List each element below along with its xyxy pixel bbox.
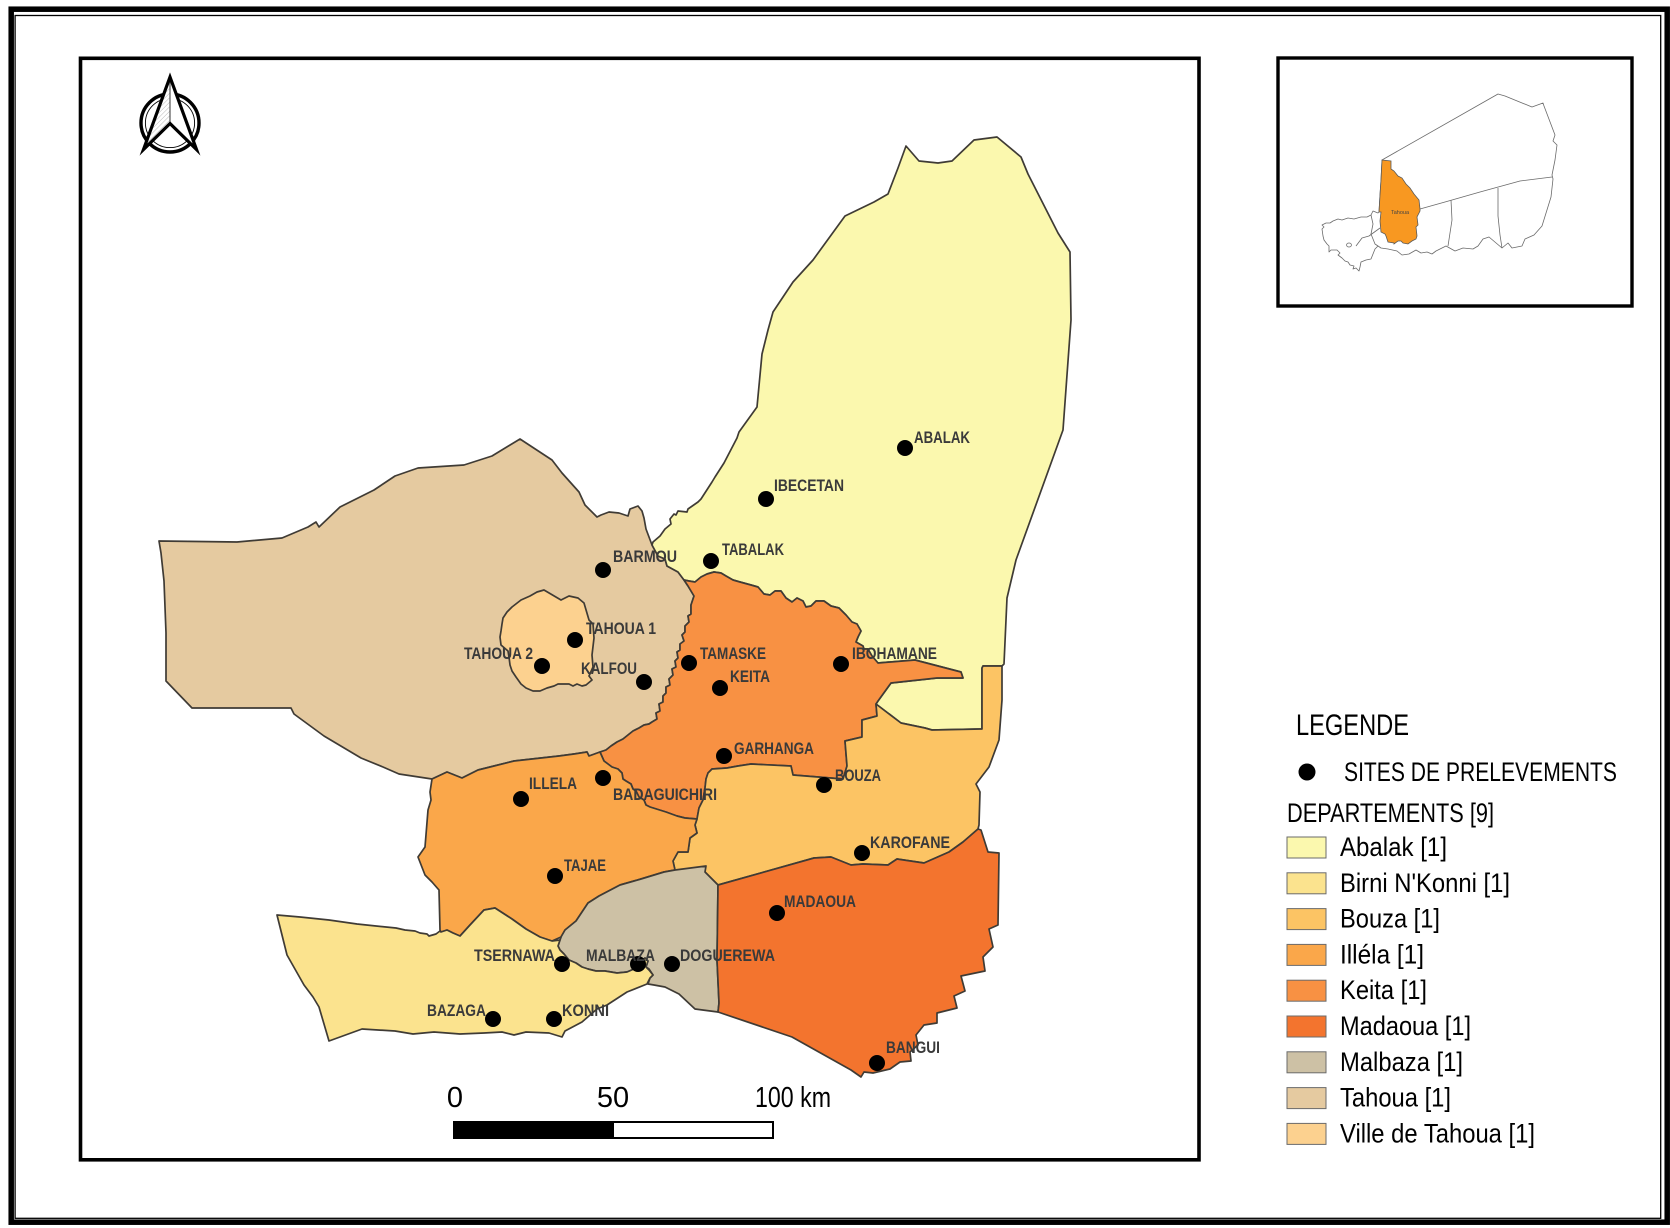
svg-text:KAROFANE: KAROFANE bbox=[870, 834, 950, 852]
svg-text:TAHOUA 2: TAHOUA 2 bbox=[464, 645, 533, 663]
svg-text:ILLELA: ILLELA bbox=[529, 775, 577, 793]
svg-text:Bouza [1]: Bouza [1] bbox=[1340, 904, 1440, 934]
svg-text:LEGENDE: LEGENDE bbox=[1296, 709, 1409, 742]
svg-text:BAZAGA: BAZAGA bbox=[427, 1002, 486, 1020]
svg-text:Birni N'Konni [1]: Birni N'Konni [1] bbox=[1340, 868, 1510, 898]
svg-text:TAJAE: TAJAE bbox=[564, 857, 606, 875]
svg-text:IBECETAN: IBECETAN bbox=[774, 477, 844, 495]
svg-text:Ville de Tahoua [1]: Ville de Tahoua [1] bbox=[1340, 1118, 1535, 1148]
svg-text:DOGUEREWA: DOGUEREWA bbox=[680, 947, 775, 965]
svg-text:100 km: 100 km bbox=[755, 1082, 831, 1114]
svg-text:Tahoua: Tahoua bbox=[1391, 210, 1410, 216]
svg-text:KEITA: KEITA bbox=[730, 668, 770, 686]
svg-text:IBOHAMANE: IBOHAMANE bbox=[852, 645, 937, 663]
svg-text:TABALAK: TABALAK bbox=[722, 541, 784, 559]
svg-text:TSERNAWA: TSERNAWA bbox=[474, 947, 555, 965]
svg-text:50: 50 bbox=[597, 1082, 629, 1114]
svg-text:KALFOU: KALFOU bbox=[581, 660, 637, 678]
svg-text:BADAGUICHIRI: BADAGUICHIRI bbox=[613, 786, 717, 804]
svg-text:Malbaza [1]: Malbaza [1] bbox=[1340, 1047, 1463, 1077]
svg-text:BANGUI: BANGUI bbox=[886, 1039, 940, 1057]
svg-text:SITES DE PRELEVEMENTS: SITES DE PRELEVEMENTS bbox=[1344, 757, 1617, 787]
svg-text:KONNI: KONNI bbox=[562, 1002, 609, 1020]
svg-text:Tahoua [1]: Tahoua [1] bbox=[1340, 1083, 1451, 1113]
svg-text:Keita [1]: Keita [1] bbox=[1340, 975, 1427, 1005]
svg-text:TAMASKE: TAMASKE bbox=[700, 645, 766, 663]
svg-text:0: 0 bbox=[447, 1082, 463, 1114]
svg-text:Illéla [1]: Illéla [1] bbox=[1340, 939, 1424, 969]
svg-text:MALBAZA: MALBAZA bbox=[586, 947, 655, 965]
svg-text:Madaoua [1]: Madaoua [1] bbox=[1340, 1011, 1471, 1041]
svg-text:TAHOUA 1: TAHOUA 1 bbox=[586, 620, 656, 638]
svg-text:Abalak [1]: Abalak [1] bbox=[1340, 832, 1447, 862]
svg-text:ABALAK: ABALAK bbox=[914, 429, 970, 447]
svg-text:MADAOUA: MADAOUA bbox=[784, 893, 856, 911]
svg-text:GARHANGA: GARHANGA bbox=[734, 740, 814, 758]
svg-text:DEPARTEMENTS [9]: DEPARTEMENTS [9] bbox=[1287, 798, 1494, 828]
svg-text:BARMOU: BARMOU bbox=[613, 548, 677, 566]
svg-text:BOUZA: BOUZA bbox=[835, 767, 881, 785]
